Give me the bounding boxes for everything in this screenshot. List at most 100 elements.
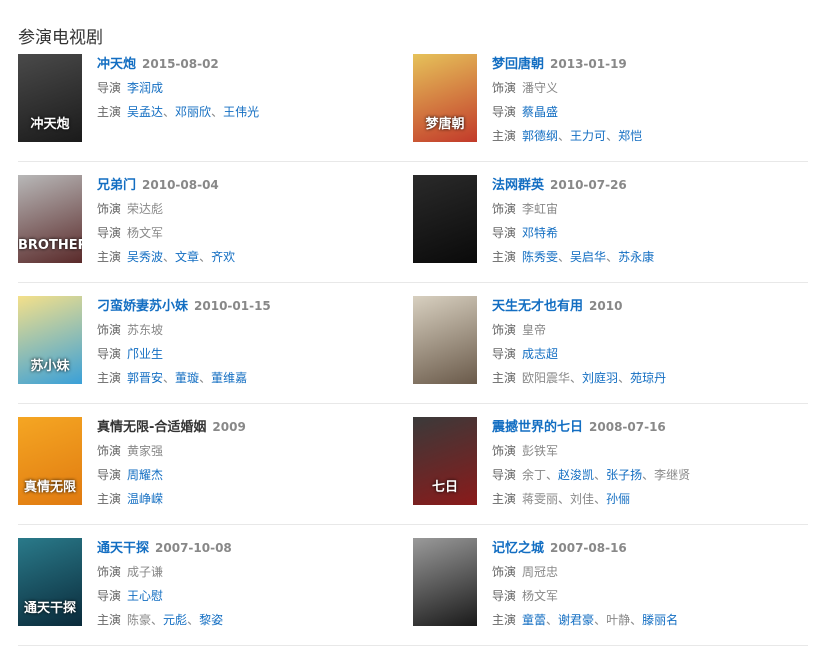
role-row: 饰演 彭铁军 (492, 439, 690, 463)
series-title[interactable]: 震撼世界的七日 (492, 420, 584, 435)
poster-image[interactable]: BROTHERS (18, 175, 82, 263)
poster-image[interactable] (413, 538, 477, 626)
cast-row: 主演 郭晋安、董璇、董维嘉 (97, 366, 271, 390)
poster-image[interactable]: 七日 (413, 417, 477, 505)
series-info: 真情无限-合适婚姻 2009 饰演 黄家强 导演 周耀杰 主演 温峥嵘 (97, 417, 246, 524)
person-name[interactable]: 元彪 (163, 613, 188, 627)
separator: 、 (546, 468, 559, 482)
person-name[interactable]: 董维嘉 (211, 371, 248, 385)
cast-label: 主演 (97, 492, 122, 506)
person-name[interactable]: 邓特希 (522, 226, 559, 240)
person-name[interactable]: 郭德纲 (522, 129, 559, 143)
cast-label: 主演 (492, 492, 517, 506)
series-title[interactable]: 法网群英 (492, 178, 545, 193)
poster-image[interactable]: 冲天炮 (18, 54, 82, 142)
person-name: 杨文军 (127, 226, 164, 240)
person-name[interactable]: 郑恺 (618, 129, 643, 143)
series-info: 记忆之城 2007-08-16 饰演 周冠忠 导演 杨文军 主演 童蕾、谢君豪、叶静、滕丽名 (492, 538, 678, 645)
person-name[interactable]: 蔡晶盛 (522, 105, 559, 119)
person-name[interactable]: 刘庭羽 (582, 371, 619, 385)
person-name[interactable]: 成志超 (522, 347, 559, 361)
cast-label: 主演 (97, 613, 122, 627)
person-name: 荣达彪 (127, 202, 164, 216)
poster-image[interactable]: 苏小妹 (18, 296, 82, 384)
series-info: 通天干探 2007-10-08 饰演 成子谦 导演 王心慰 主演 陈豪、元彪、黎姿 (97, 538, 232, 645)
series-title[interactable]: 兄弟门 (97, 178, 137, 193)
separator: 、 (606, 250, 619, 264)
tv-series-item: 记忆之城 2007-08-16 饰演 周冠忠 导演 杨文军 主演 童蕾、谢君豪、叶静、滕丽名 (413, 538, 808, 645)
tv-series-item: 七日 震撼世界的七日 2008-07-16 饰演 彭铁军 导演 余丁、赵浚凯、张子扬、李继贤… (413, 417, 808, 524)
role-label: 饰演 (97, 565, 122, 579)
person-name[interactable]: 吴秀波 (127, 250, 164, 264)
series-title[interactable]: 梦回唐朝 (492, 57, 545, 72)
person-name[interactable]: 邝业生 (127, 347, 164, 361)
separator: 、 (594, 492, 607, 506)
person-name[interactable]: 苏永康 (618, 250, 655, 264)
role-row: 饰演 周冠忠 (492, 560, 678, 584)
person-name[interactable]: 童蕾 (522, 613, 547, 627)
tv-series-item: 通天干探 通天干探 2007-10-08 饰演 成子谦 导演 王心慰 主演 陈豪、元彪、黎姿 (18, 538, 413, 645)
person-name[interactable]: 谢君豪 (558, 613, 595, 627)
person-name: 周冠忠 (522, 565, 559, 579)
role-label: 饰演 (492, 202, 517, 216)
person-name[interactable]: 王伟光 (223, 105, 260, 119)
series-info: 刁蛮娇妻苏小妹 2010-01-15 饰演 苏东坡 导演 邝业生 主演 郭晋安、董璇、董维嘉 (97, 296, 271, 403)
director-label: 导演 (492, 226, 517, 240)
series-info: 冲天炮 2015-08-02 导演 李润成 主演 吴孟达、邓丽欣、王伟光 (97, 54, 259, 161)
poster-image[interactable] (413, 296, 477, 384)
cast-label: 主演 (97, 105, 122, 119)
series-title[interactable]: 通天干探 (97, 541, 150, 556)
tv-series-list: 冲天炮 冲天炮 2015-08-02 导演 李润成 主演 吴孟达、邓丽欣、王伟光 梦唐朝 梦回唐… (18, 54, 808, 659)
role-row: 饰演 皇帝 (492, 318, 666, 342)
person-name[interactable]: 赵浚凯 (558, 468, 595, 482)
person-name[interactable]: 滕丽名 (642, 613, 679, 627)
poster-image[interactable] (413, 175, 477, 263)
role-label: 饰演 (97, 202, 122, 216)
director-row: 导演 杨文军 (97, 221, 235, 245)
separator: 、 (558, 492, 571, 506)
release-date: 2010-07-26 (550, 178, 627, 192)
person-name[interactable]: 陈秀雯 (522, 250, 559, 264)
person-name[interactable]: 王心慰 (127, 589, 164, 603)
list-row: 冲天炮 冲天炮 2015-08-02 导演 李润成 主演 吴孟达、邓丽欣、王伟光 梦唐朝 梦回唐… (18, 54, 808, 162)
person-name[interactable]: 孙俪 (606, 492, 631, 506)
person-name[interactable]: 齐欢 (211, 250, 236, 264)
person-name[interactable]: 董璇 (175, 371, 200, 385)
series-info: 兄弟门 2010-08-04 饰演 荣达彪 导演 杨文军 主演 吴秀波、文章、齐欢 (97, 175, 235, 282)
separator: 、 (199, 250, 212, 264)
title-line: 震撼世界的七日 2008-07-16 (492, 417, 690, 439)
separator: 、 (211, 105, 224, 119)
person-name[interactable]: 黎姿 (199, 613, 224, 627)
cast-label: 主演 (492, 613, 517, 627)
cast-row: 主演 陈豪、元彪、黎姿 (97, 608, 232, 632)
person-name[interactable]: 温峥嵘 (127, 492, 164, 506)
person-name[interactable]: 郭晋安 (127, 371, 164, 385)
role-row: 饰演 李虹宙 (492, 197, 654, 221)
person-name[interactable]: 王力可 (570, 129, 607, 143)
release-date: 2007-08-16 (550, 541, 627, 555)
person-name[interactable]: 李润成 (127, 81, 164, 95)
person-name[interactable]: 张子扬 (606, 468, 643, 482)
series-title[interactable]: 刁蛮娇妻苏小妹 (97, 299, 189, 314)
director-row: 导演 李润成 (97, 76, 259, 100)
person-name[interactable]: 吴启华 (570, 250, 607, 264)
title-line: 刁蛮娇妻苏小妹 2010-01-15 (97, 296, 271, 318)
person-name[interactable]: 吴孟达 (127, 105, 164, 119)
series-title[interactable]: 记忆之城 (492, 541, 545, 556)
release-date: 2009 (212, 420, 246, 434)
separator: 、 (606, 129, 619, 143)
release-date: 2015-08-02 (142, 57, 219, 71)
role-label: 饰演 (97, 323, 122, 337)
person-name[interactable]: 文章 (175, 250, 200, 264)
series-title[interactable]: 天生无才也有用 (492, 299, 584, 314)
person-name[interactable]: 邓丽欣 (175, 105, 212, 119)
poster-image[interactable]: 真情无限 (18, 417, 82, 505)
person-name[interactable]: 周耀杰 (127, 468, 164, 482)
person-name[interactable]: 苑琼丹 (630, 371, 667, 385)
poster-image[interactable]: 通天干探 (18, 538, 82, 626)
title-line: 兄弟门 2010-08-04 (97, 175, 235, 197)
release-date: 2010-01-15 (194, 299, 271, 313)
poster-image[interactable]: 梦唐朝 (413, 54, 477, 142)
director-label: 导演 (492, 105, 517, 119)
series-title[interactable]: 冲天炮 (97, 57, 137, 72)
